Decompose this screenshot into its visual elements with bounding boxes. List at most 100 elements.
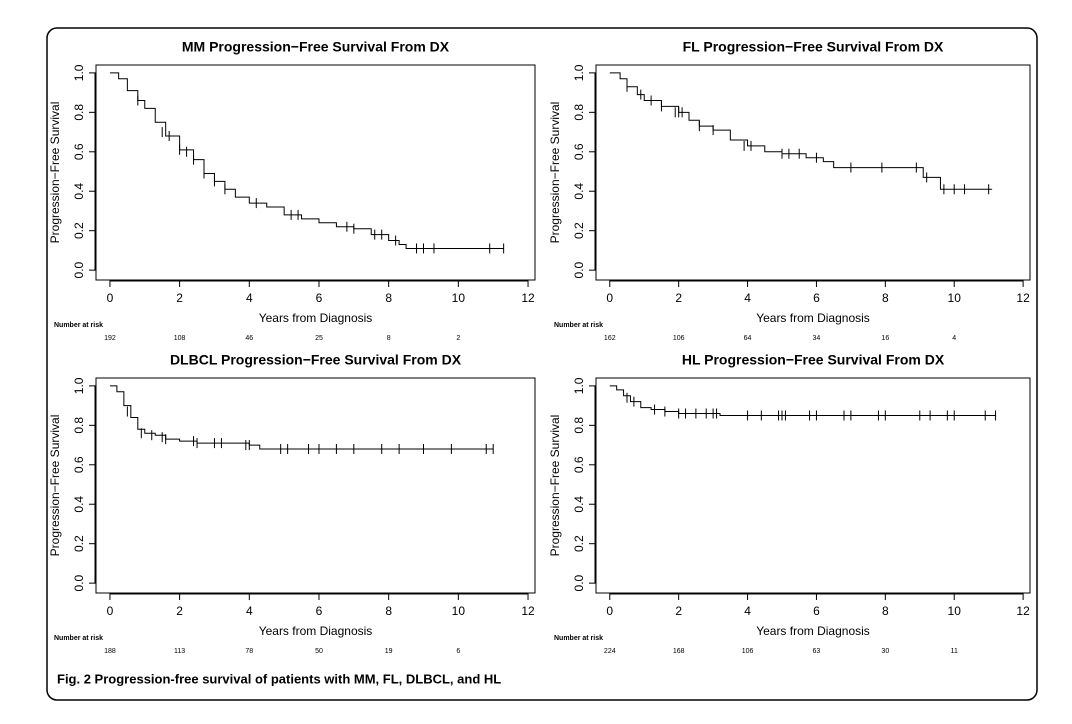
risk-label: Number at risk [54, 322, 103, 329]
x-tick-label: 6 [813, 604, 820, 618]
x-tick-label: 12 [521, 291, 535, 305]
risk-count: 6 [456, 648, 460, 655]
y-tick-label: 1.0 [72, 377, 86, 394]
y-tick-label: 0.2 [72, 222, 86, 239]
chart-title: HL Progression−Free Survival From DX [682, 352, 945, 368]
x-tick-label: 10 [948, 291, 962, 305]
x-tick-label: 8 [385, 604, 392, 618]
y-tick-label: 0.6 [72, 456, 86, 473]
y-tick-label: 0.8 [72, 104, 86, 121]
x-tick-label: 2 [176, 291, 183, 305]
risk-count: 192 [104, 335, 116, 342]
plot-box [595, 64, 1031, 281]
risk-count: 11 [951, 648, 958, 655]
risk-count: 106 [742, 648, 754, 655]
plot-box [95, 64, 536, 281]
x-tick-label: 4 [246, 291, 253, 305]
x-axis-label: Years from Diagnosis [756, 311, 870, 325]
y-tick-label: 0.0 [72, 261, 86, 278]
risk-label: Number at risk [54, 635, 103, 642]
x-tick-label: 12 [1016, 604, 1030, 618]
risk-count: 8 [387, 335, 391, 342]
y-axis-label: Progression−Free Survival [548, 102, 562, 244]
x-axis-label: Years from Diagnosis [259, 311, 373, 325]
x-tick-label: 10 [452, 291, 466, 305]
survival-curve [609, 385, 996, 416]
survival-curve [109, 72, 504, 249]
y-tick-label: 0.4 [72, 496, 86, 513]
y-axis-label: Progression−Free Survival [548, 415, 562, 557]
y-tick-label: 1.0 [572, 377, 586, 394]
caption: Fig. 2 Progression-free survival of pati… [57, 671, 501, 686]
x-tick-label: 8 [882, 604, 889, 618]
risk-count: 4 [952, 335, 956, 342]
y-tick-label: 0.6 [572, 456, 586, 473]
x-tick-label: 10 [948, 604, 962, 618]
risk-count: 113 [174, 648, 185, 655]
y-tick-label: 0.8 [572, 104, 586, 121]
risk-count: 188 [104, 648, 116, 655]
risk-count: 78 [245, 648, 253, 655]
y-axis-label: Progression−Free Survival [48, 415, 62, 557]
risk-count: 25 [315, 335, 323, 342]
y-axis-label: Progression−Free Survival [48, 102, 62, 244]
risk-label: Number at risk [554, 635, 603, 642]
figure-frame [46, 27, 1038, 701]
risk-label: Number at risk [554, 322, 603, 329]
x-tick-label: 6 [813, 291, 820, 305]
risk-count: 30 [881, 648, 889, 655]
y-tick-label: 0.8 [72, 417, 86, 434]
risk-count: 168 [673, 648, 685, 655]
y-tick-label: 0.2 [572, 222, 586, 239]
y-tick-label: 0.4 [572, 496, 586, 513]
x-tick-label: 4 [246, 604, 253, 618]
chart-title: MM Progression−Free Survival From DX [182, 39, 450, 55]
risk-count: 108 [174, 335, 186, 342]
x-axis-label: Years from Diagnosis [756, 624, 870, 638]
plot-box [95, 377, 536, 594]
y-tick-label: 0.0 [572, 574, 586, 591]
y-tick-label: 1.0 [572, 64, 586, 81]
x-tick-label: 6 [316, 291, 323, 305]
x-tick-label: 0 [606, 604, 613, 618]
x-tick-label: 2 [675, 604, 682, 618]
risk-count: 224 [604, 648, 616, 655]
x-tick-label: 2 [176, 604, 183, 618]
x-tick-label: 10 [452, 604, 466, 618]
chart-title: DLBCL Progression−Free Survival From DX [170, 352, 462, 368]
y-tick-label: 0.0 [72, 574, 86, 591]
x-axis-label: Years from Diagnosis [259, 624, 373, 638]
risk-count: 106 [673, 335, 685, 342]
x-tick-label: 8 [385, 291, 392, 305]
x-tick-label: 4 [744, 604, 751, 618]
x-tick-label: 0 [107, 291, 114, 305]
risk-count: 50 [315, 648, 323, 655]
x-tick-label: 6 [316, 604, 323, 618]
chart-title: FL Progression−Free Survival From DX [683, 39, 944, 55]
x-tick-label: 12 [521, 604, 535, 618]
y-tick-label: 0.6 [572, 143, 586, 160]
x-tick-label: 0 [606, 291, 613, 305]
y-tick-label: 0.4 [572, 183, 586, 200]
risk-count: 162 [604, 335, 616, 342]
risk-count: 34 [813, 335, 821, 342]
risk-count: 16 [881, 335, 889, 342]
x-tick-label: 2 [675, 291, 682, 305]
y-tick-label: 0.2 [572, 535, 586, 552]
x-tick-label: 0 [107, 604, 114, 618]
x-tick-label: 12 [1016, 291, 1030, 305]
risk-count: 64 [744, 335, 752, 342]
y-tick-label: 0.6 [72, 143, 86, 160]
x-tick-label: 4 [744, 291, 751, 305]
y-tick-label: 0.2 [72, 535, 86, 552]
y-tick-label: 0.4 [72, 183, 86, 200]
y-tick-label: 0.0 [572, 261, 586, 278]
plot-box [595, 377, 1031, 594]
y-tick-label: 0.8 [572, 417, 586, 434]
survival-curve [609, 72, 993, 190]
risk-count: 46 [245, 335, 253, 342]
x-tick-label: 8 [882, 291, 889, 305]
risk-count: 19 [385, 648, 393, 655]
y-tick-label: 1.0 [72, 64, 86, 81]
